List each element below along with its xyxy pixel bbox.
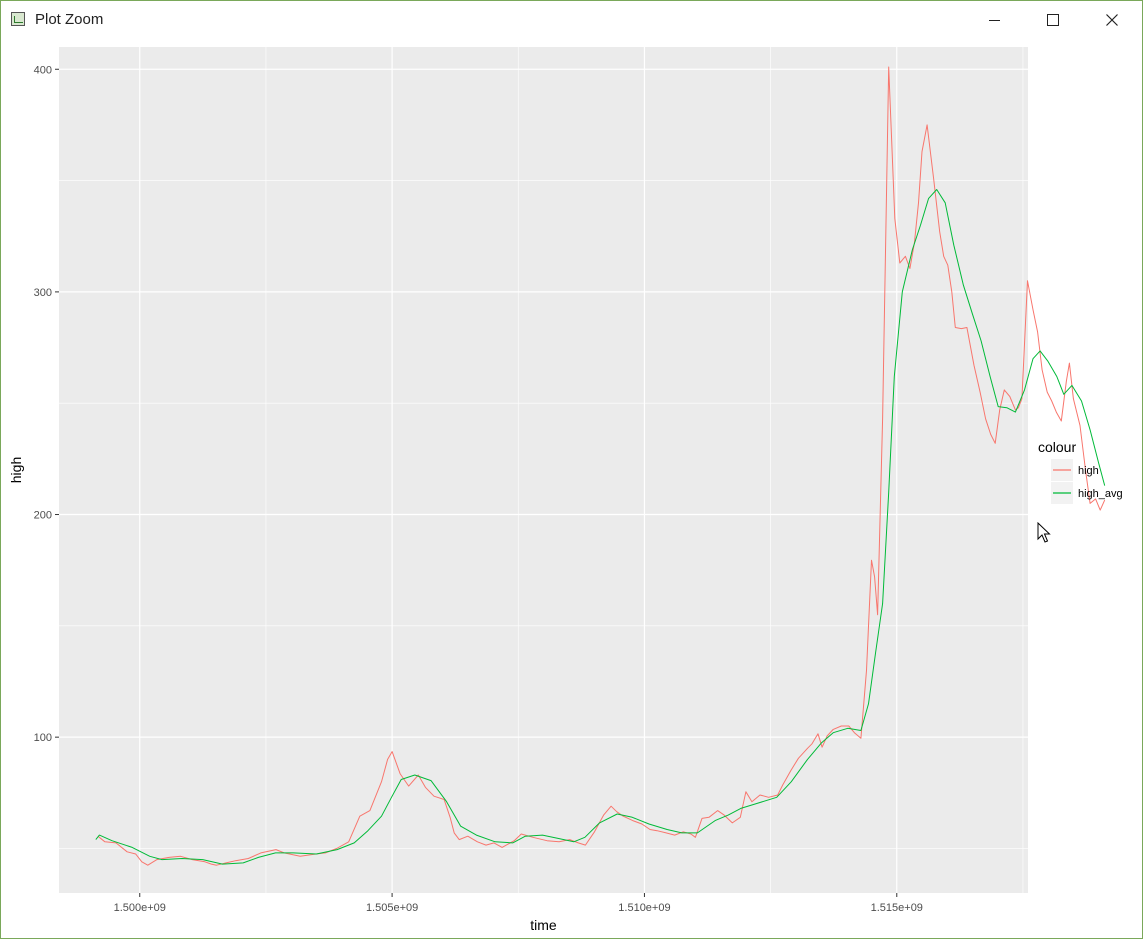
x-axis: 1.500e+09 1.505e+09 1.510e+09 1.515e+09 bbox=[114, 893, 923, 914]
title-bar[interactable]: Plot Zoom bbox=[1, 1, 1142, 39]
minimize-icon bbox=[988, 19, 1000, 21]
minimize-button[interactable] bbox=[965, 1, 1023, 39]
plot-area: 1.500e+09 1.505e+09 1.510e+09 1.515e+09 100… bbox=[1, 39, 1142, 943]
y-axis: 100 200 300 400 bbox=[34, 64, 59, 744]
x-tick-label: 1.510e+09 bbox=[618, 902, 670, 914]
window-title: Plot Zoom bbox=[35, 11, 104, 28]
legend-label: high bbox=[1078, 465, 1099, 477]
line-chart: 1.500e+09 1.505e+09 1.510e+09 1.515e+09 100… bbox=[8, 47, 1123, 933]
app-plot-icon bbox=[11, 12, 25, 26]
legend: colour high high_avg bbox=[1038, 439, 1123, 504]
y-tick-label: 100 bbox=[34, 732, 52, 744]
x-tick-label: 1.500e+09 bbox=[114, 902, 166, 914]
series-layer bbox=[95, 66, 1106, 866]
y-tick-label: 300 bbox=[34, 287, 52, 299]
close-icon bbox=[1106, 14, 1118, 26]
maximize-button[interactable] bbox=[1024, 1, 1082, 39]
minor-gridlines bbox=[59, 47, 1028, 893]
legend-items: high high_avg bbox=[1051, 459, 1123, 504]
close-button[interactable] bbox=[1083, 1, 1141, 39]
y-tick-label: 400 bbox=[34, 64, 52, 76]
x-tick-label: 1.505e+09 bbox=[366, 902, 418, 914]
x-tick-label: 1.515e+09 bbox=[871, 902, 923, 914]
y-axis-label: high bbox=[8, 457, 24, 483]
legend-label: high_avg bbox=[1078, 488, 1123, 500]
mouse-pointer-icon bbox=[1037, 522, 1051, 543]
legend-title: colour bbox=[1038, 439, 1076, 455]
y-tick-label: 200 bbox=[34, 510, 52, 522]
series-line-high-avg bbox=[95, 189, 1106, 865]
series-line-high bbox=[97, 66, 1106, 866]
plot-panel bbox=[59, 47, 1028, 893]
maximize-icon bbox=[1047, 14, 1059, 26]
x-axis-label: time bbox=[530, 917, 557, 933]
